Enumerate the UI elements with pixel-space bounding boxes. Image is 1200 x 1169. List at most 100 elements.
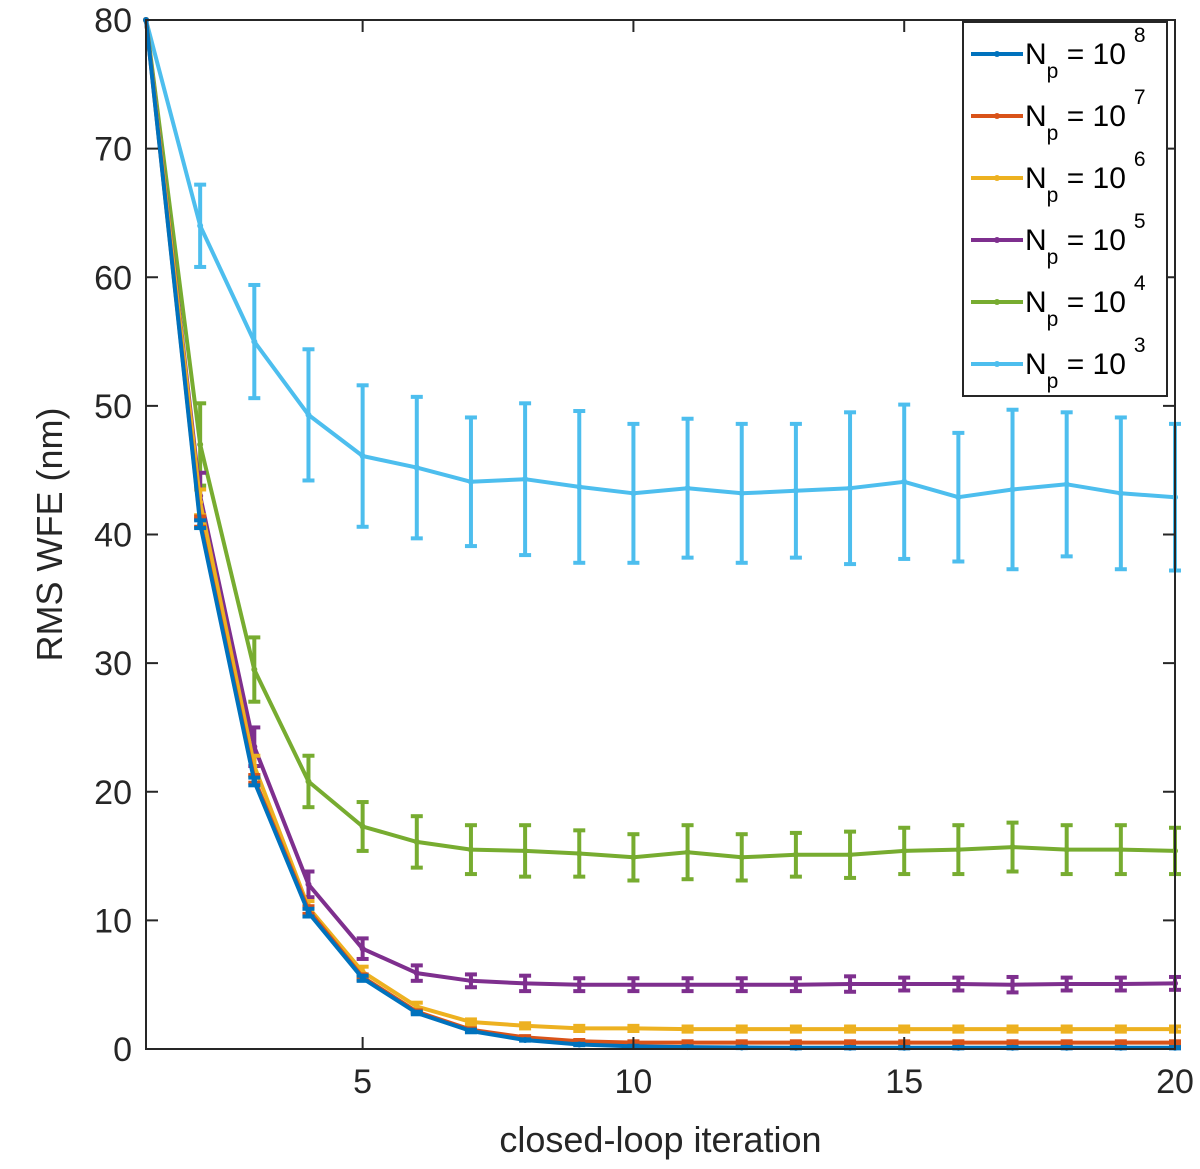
data-point [684, 485, 691, 492]
data-point [901, 981, 908, 988]
data-point [684, 1039, 691, 1046]
data-point [955, 1039, 962, 1046]
data-point [576, 1041, 583, 1048]
x-axis-label: closed-loop iteration [499, 1119, 821, 1160]
legend-marker [994, 361, 1000, 367]
data-point [467, 1027, 474, 1034]
y-tick-label: 40 [94, 517, 132, 555]
data-point [630, 490, 637, 497]
data-point [413, 1003, 420, 1010]
y-tick-label: 20 [94, 774, 132, 812]
data-point [197, 521, 204, 528]
data-point [792, 1039, 799, 1046]
series-line [144, 19, 1176, 500]
y-tick-label: 80 [94, 2, 132, 40]
data-point [630, 981, 637, 988]
series-line [144, 19, 1176, 860]
data-point [847, 1026, 854, 1033]
data-point [1009, 1026, 1016, 1033]
data-point [847, 981, 854, 988]
data-point [576, 483, 583, 490]
x-tick-label: 20 [1156, 1063, 1194, 1101]
data-point [576, 981, 583, 988]
legend-label: Np = 103 [1025, 334, 1146, 393]
data-point [251, 338, 258, 345]
data-point [305, 881, 312, 888]
data-point [792, 487, 799, 494]
legend-marker [994, 237, 1000, 243]
data-point [955, 1026, 962, 1033]
legend-label: Np = 107 [1025, 86, 1146, 145]
data-point [197, 222, 204, 229]
data-point [1117, 846, 1124, 853]
data-point [1009, 981, 1016, 988]
x-tick-label: 15 [885, 1063, 923, 1101]
data-point [576, 1025, 583, 1032]
data-point [738, 490, 745, 497]
data-point [901, 1026, 908, 1033]
data-point [576, 850, 583, 857]
data-point [467, 846, 474, 853]
axis-ticks: 5 10 15 20 0 10 20 30 40 50 60 70 80 [94, 2, 1194, 1101]
data-point [792, 1026, 799, 1033]
data-point [1009, 1039, 1016, 1046]
data-point [251, 666, 258, 673]
data-point [305, 909, 312, 916]
data-point [738, 1026, 745, 1033]
legend-label: Np = 105 [1025, 210, 1146, 269]
data-point [359, 823, 366, 830]
legend-marker [994, 113, 1000, 119]
series-4 [143, 17, 1181, 883]
legend-label: Np = 104 [1025, 272, 1146, 331]
data-point [847, 1039, 854, 1046]
data-point [1117, 1039, 1124, 1046]
series-3 [143, 17, 1181, 573]
data-point [251, 778, 258, 785]
data-point [684, 849, 691, 856]
legend-label: Np = 106 [1025, 148, 1146, 207]
data-point [684, 981, 691, 988]
data-point [522, 847, 529, 854]
data-point [359, 945, 366, 952]
data-point [467, 977, 474, 984]
data-point [1117, 1026, 1124, 1033]
data-point [305, 411, 312, 418]
data-point [738, 981, 745, 988]
data-point [413, 838, 420, 845]
y-tick-label: 0 [113, 1031, 132, 1069]
legend-box [962, 21, 1168, 397]
legend-marker [994, 299, 1000, 305]
data-point [955, 981, 962, 988]
data-point [359, 453, 366, 460]
data-point [413, 464, 420, 471]
data-point [359, 975, 366, 982]
data-point [1063, 981, 1070, 988]
data-point [792, 981, 799, 988]
data-point [630, 1025, 637, 1032]
series-layer [143, 17, 1181, 1051]
y-tick-label: 30 [94, 645, 132, 683]
data-point [847, 485, 854, 492]
data-point [955, 846, 962, 853]
data-point [1063, 846, 1070, 853]
data-point [1009, 844, 1016, 851]
data-point [847, 851, 854, 858]
data-point [792, 851, 799, 858]
legend-label: Np = 108 [1025, 24, 1146, 83]
y-tick-label: 50 [94, 388, 132, 426]
data-point [684, 1026, 691, 1033]
y-axis-label: RMS WFE (nm) [29, 408, 70, 662]
y-tick-label: 60 [94, 259, 132, 297]
legend-marker [994, 175, 1000, 181]
data-point [251, 743, 258, 750]
data-point [1063, 1039, 1070, 1046]
legend-marker [994, 51, 1000, 57]
data-point [467, 1018, 474, 1025]
data-point [630, 854, 637, 861]
data-point [413, 970, 420, 977]
data-point [197, 441, 204, 448]
y-tick-label: 70 [94, 131, 132, 169]
data-point [901, 478, 908, 485]
